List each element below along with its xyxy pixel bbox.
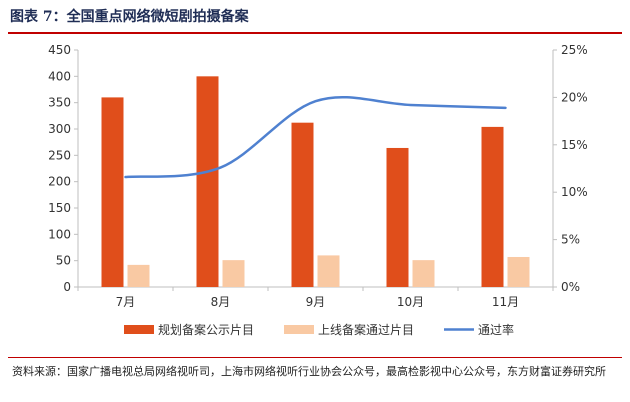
left-axis-tick-label: 0 — [63, 280, 71, 294]
legend-swatch-0 — [124, 325, 154, 334]
source-divider — [8, 357, 622, 358]
right-axis-tick-label: 10% — [561, 185, 588, 199]
legend-swatch-1 — [284, 325, 314, 334]
bar-approved-0 — [127, 264, 150, 287]
legend-label-1: 上线备案通过片目 — [318, 322, 414, 337]
x-axis-tick-label: 11月 — [492, 295, 519, 309]
left-axis-tick-label: 250 — [48, 148, 71, 162]
x-axis-tick-label: 8月 — [211, 295, 231, 309]
title-divider — [8, 32, 622, 34]
x-axis-tick-label: 10月 — [397, 295, 424, 309]
right-axis-tick-label: 25% — [561, 43, 588, 57]
bar-planned-4 — [481, 126, 504, 287]
figure-title: 图表 7：全国重点网络微短剧拍摄备案 — [10, 9, 249, 25]
left-axis-tick-label: 200 — [48, 175, 71, 189]
left-axis-tick-label: 50 — [56, 254, 71, 268]
bar-layer — [101, 76, 530, 288]
right-axis-tick-label: 15% — [561, 138, 588, 152]
bar-planned-2 — [291, 122, 314, 288]
bar-approved-2 — [317, 255, 340, 287]
x-axis-tick-label: 7月 — [116, 295, 136, 309]
bar-approved-4 — [507, 256, 530, 287]
source-note: 资料来源：国家广播电视总局网络视听司，上海市网络视听行业协会公众号，最高检影视中… — [12, 365, 606, 378]
left-axis-tick-label: 100 — [48, 227, 71, 241]
right-axis-tick-label: 20% — [561, 90, 588, 104]
left-axis-tick-label: 400 — [48, 69, 71, 83]
right-axis-tick-label: 0% — [561, 280, 580, 294]
x-axis-tick-label: 9月 — [306, 295, 326, 309]
bar-planned-3 — [386, 147, 409, 287]
bar-planned-1 — [196, 76, 219, 287]
chart-legend: 规划备案公示片目 上线备案通过片目 通过率 — [124, 322, 514, 337]
bar-approved-3 — [412, 260, 435, 287]
left-axis-tick-label: 150 — [48, 201, 71, 215]
combo-chart: 0 50 100 150 200 250 300 350 400 450 0% 5% 10% 15% 20%… — [48, 43, 588, 337]
left-axis-tick-label: 450 — [48, 43, 71, 57]
left-axis-tick-label: 350 — [48, 96, 71, 110]
bar-approved-1 — [222, 260, 245, 287]
chart-axes: 0 50 100 150 200 250 300 350 400 450 0% 5% 10% 15% 20%… — [48, 43, 588, 309]
legend-label-0: 规划备案公示片目 — [158, 322, 254, 337]
bar-planned-0 — [101, 97, 124, 288]
line-layer — [124, 95, 507, 179]
right-axis-tick-label: 5% — [561, 233, 580, 247]
left-axis-tick-label: 300 — [48, 122, 71, 136]
pass-rate-line — [124, 95, 507, 179]
legend-label-2: 通过率 — [478, 322, 514, 337]
